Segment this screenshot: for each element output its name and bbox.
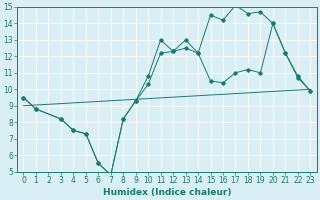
X-axis label: Humidex (Indice chaleur): Humidex (Indice chaleur) [103,188,231,197]
